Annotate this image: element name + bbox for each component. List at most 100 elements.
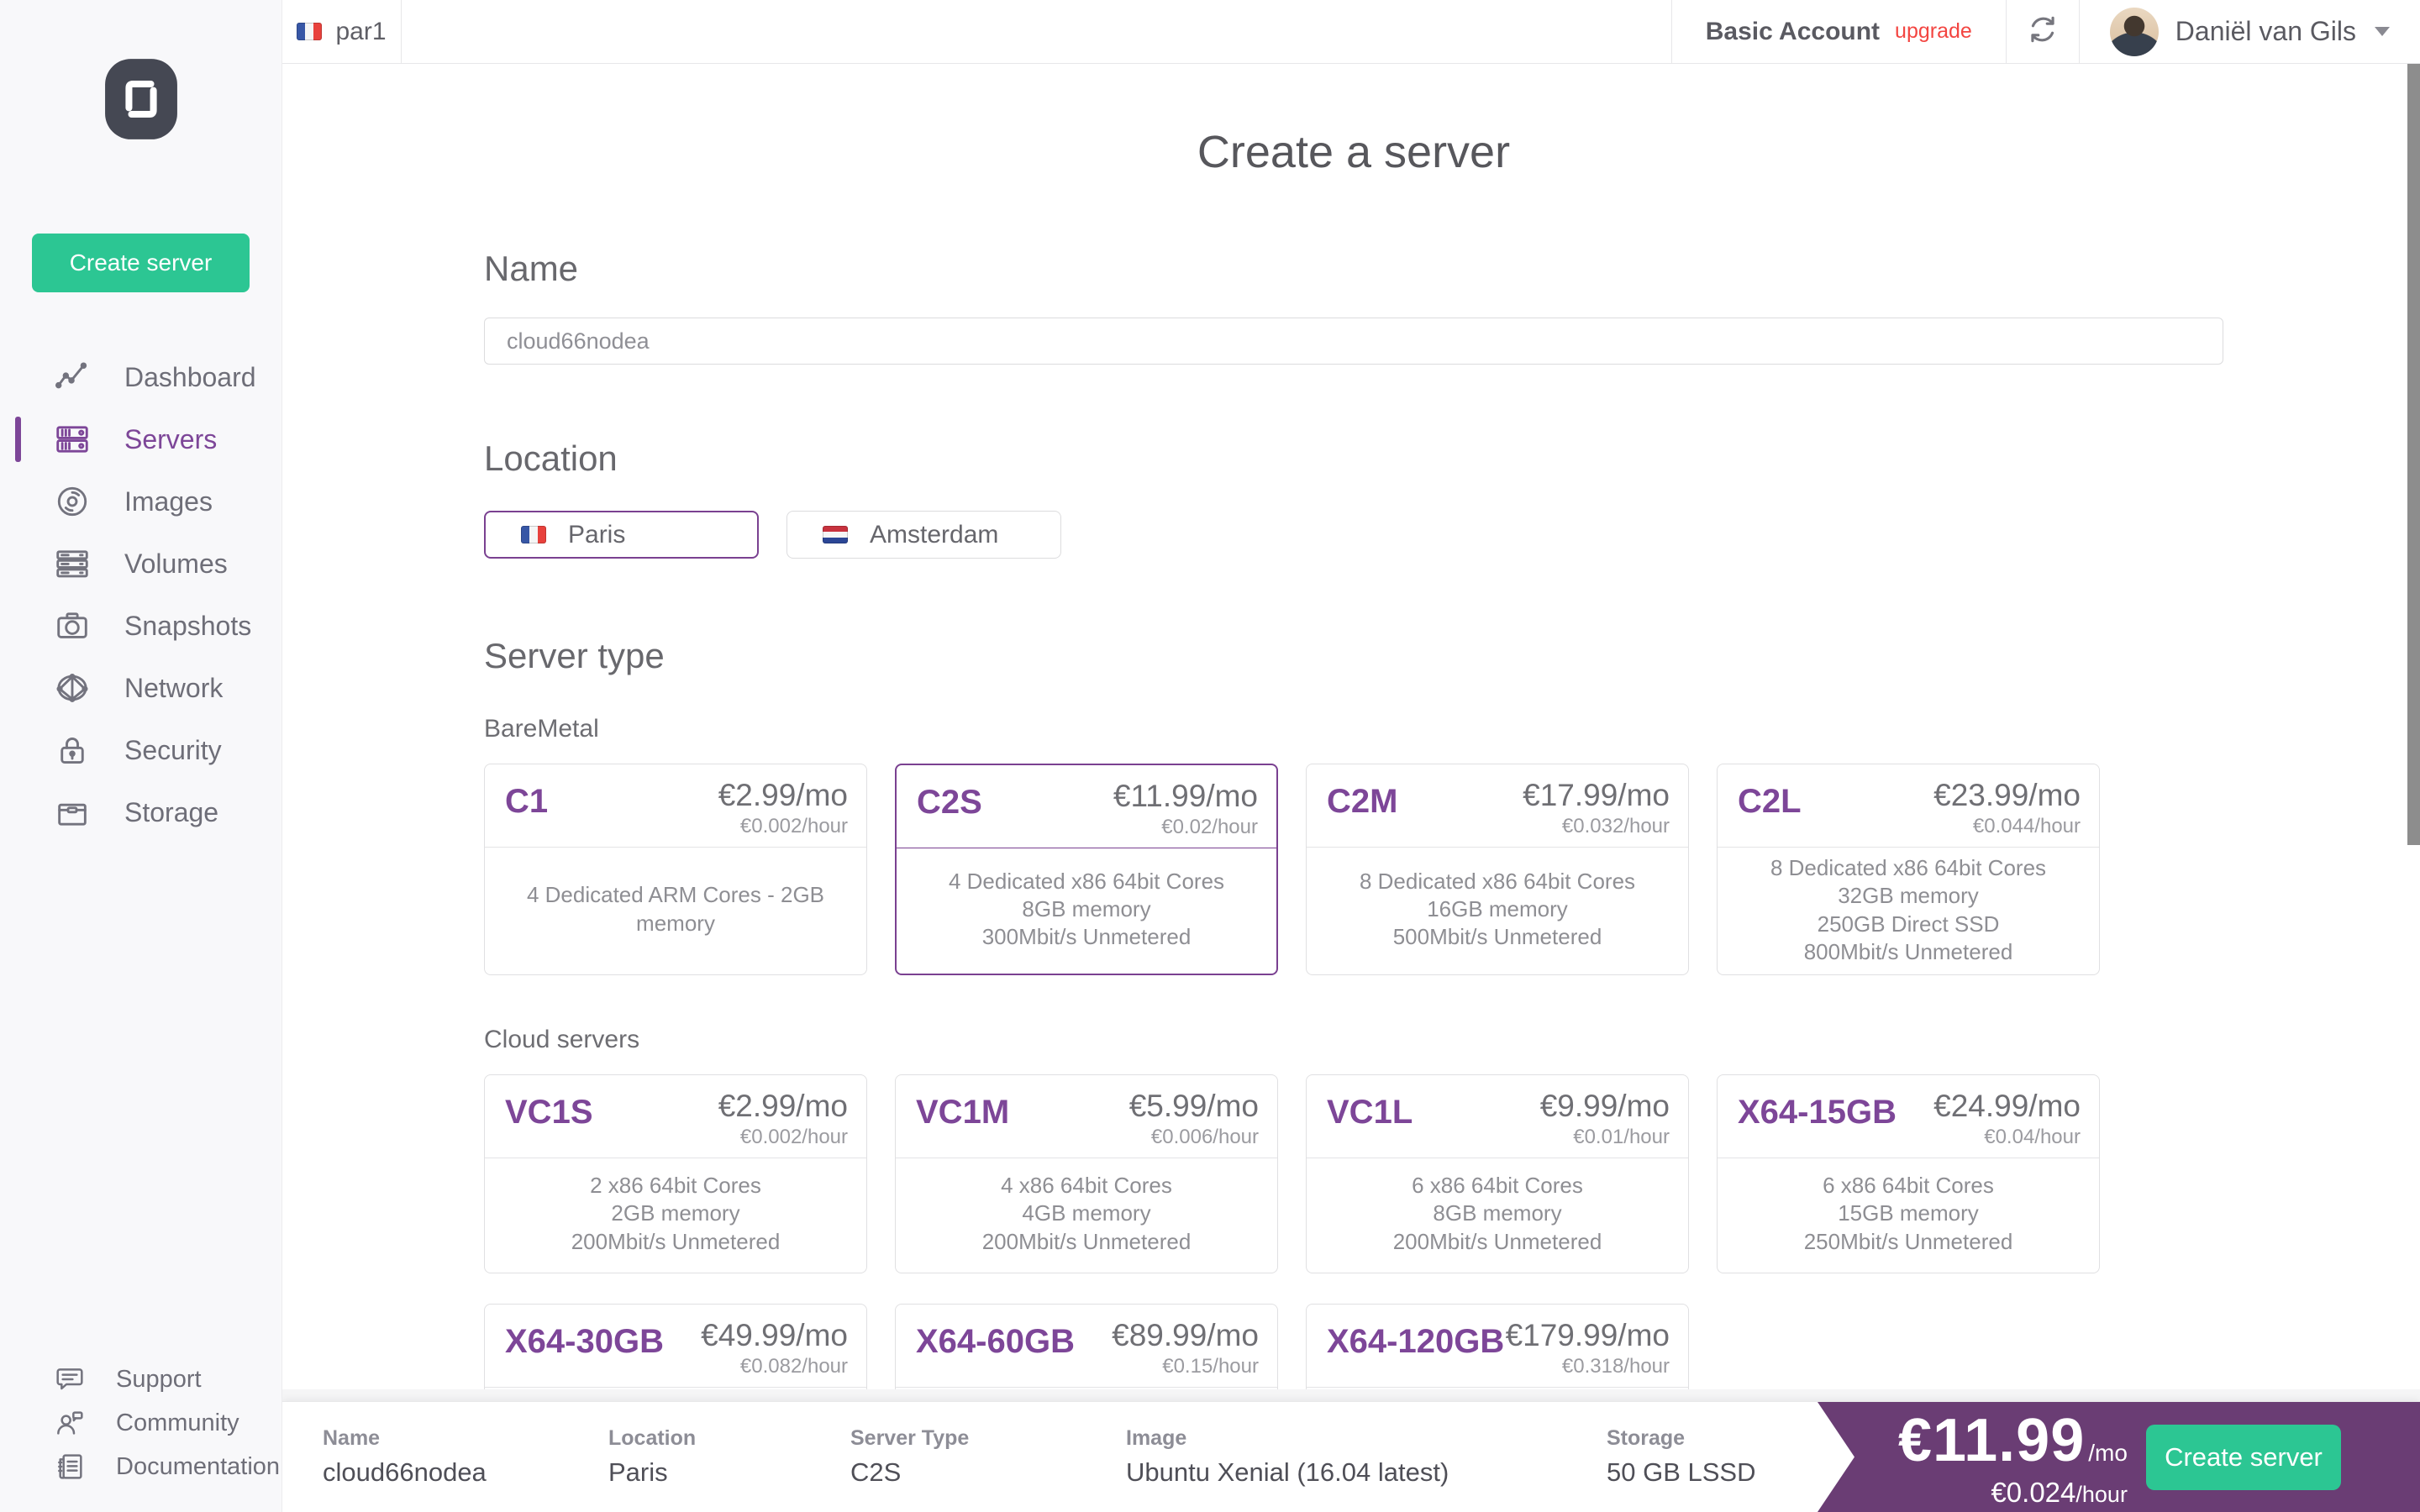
card-spec: 800Mbit/s Unmetered	[1803, 938, 2013, 964]
sidebar-item-security[interactable]: Security	[0, 719, 281, 781]
server-card-c2s[interactable]: C2S €11.99/mo €0.02/hour 4 Dedicated x86…	[895, 764, 1278, 976]
location-option-paris[interactable]: Paris	[484, 511, 759, 559]
card-name: C1	[505, 783, 549, 820]
card-price-monthly: €23.99/mo	[1933, 778, 2081, 812]
card-price-monthly: €2.99/mo	[718, 778, 848, 812]
server-card-vc1s[interactable]: VC1S €2.99/mo €0.002/hour 2 x86 64bit Co…	[484, 1074, 867, 1273]
chat-bubble-icon	[52, 1362, 87, 1397]
server-card-vc1m[interactable]: VC1M €5.99/mo €0.006/hour 4 x86 64bit Co…	[895, 1074, 1278, 1273]
summary-label: Location	[608, 1426, 697, 1450]
location-option-amsterdam[interactable]: Amsterdam	[786, 511, 1061, 559]
avatar	[2109, 7, 2159, 56]
card-price-hourly: €0.044/hour	[1972, 815, 2081, 837]
sidebar-item-support[interactable]: Support	[0, 1357, 281, 1401]
volumes-stack-icon	[52, 543, 92, 584]
sidebar: Create server Dashboard Servers	[0, 0, 282, 1512]
server-name-input[interactable]	[484, 318, 2223, 365]
scaleway-logo-icon	[103, 55, 180, 143]
server-card-c1[interactable]: C1 €2.99/mo €0.002/hour 4 Dedicated ARM …	[484, 764, 867, 976]
card-price-hourly: €0.318/hour	[1561, 1354, 1670, 1378]
create-server-button[interactable]: Create server	[32, 234, 250, 292]
card-name: X64-60GB	[916, 1322, 1075, 1360]
card-price-hourly: €0.002/hour	[739, 815, 848, 837]
group-label-cloud-servers: Cloud servers	[484, 1026, 640, 1054]
card-spec: 200Mbit/s Unmetered	[1392, 1228, 1602, 1254]
card-price-hourly: €0.082/hour	[739, 1354, 848, 1378]
refresh-icon	[2025, 12, 2060, 51]
summary-label: Server Type	[850, 1426, 970, 1450]
france-flag-icon	[297, 23, 323, 40]
price-hourly-suffix: /hour	[2075, 1481, 2128, 1507]
card-price-monthly: €89.99/mo	[1112, 1317, 1259, 1352]
server-card-x64-15gb[interactable]: X64-15GB €24.99/mo €0.04/hour 6 x86 64bi…	[1717, 1074, 2100, 1273]
dashboard-chart-icon	[52, 357, 92, 397]
server-card-c2l[interactable]: C2L €23.99/mo €0.044/hour 8 Dedicated x8…	[1717, 764, 2100, 976]
refresh-button[interactable]	[2005, 0, 2080, 63]
price-period: /mo	[2088, 1439, 2128, 1466]
price-summary: €11.99 /mo €0.024/hour	[1898, 1406, 2128, 1509]
summary-name: Name cloud66nodea	[323, 1426, 608, 1488]
sidebar-item-label: Security	[124, 734, 222, 765]
france-flag-icon	[521, 526, 546, 543]
card-spec: 500Mbit/s Unmetered	[1392, 924, 1602, 950]
sidebar-item-servers[interactable]: Servers	[0, 408, 281, 470]
card-price-monthly: €9.99/mo	[1539, 1089, 1670, 1124]
sidebar-item-volumes[interactable]: Volumes	[0, 533, 281, 595]
sidebar-item-label: Support	[116, 1365, 202, 1393]
card-spec: 4 x86 64bit Cores	[1001, 1173, 1172, 1199]
scrollbar-thumb[interactable]	[2407, 64, 2420, 845]
card-spec: 4GB memory	[1022, 1200, 1151, 1226]
sidebar-item-storage[interactable]: Storage	[0, 781, 281, 843]
region-tab-label: par1	[335, 17, 387, 45]
card-spec: 8GB memory	[1433, 1200, 1562, 1226]
card-name: C2M	[1327, 783, 1398, 820]
card-name: VC1M	[916, 1094, 1010, 1131]
user-name: Daniël van Gils	[2175, 16, 2356, 46]
server-type-heading: Server type	[484, 636, 665, 675]
person-chat-icon	[52, 1405, 87, 1441]
topbar-spacer	[402, 0, 1671, 63]
card-spec: 250Mbit/s Unmetered	[1803, 1228, 2013, 1254]
card-name: VC1S	[505, 1094, 593, 1131]
card-price-hourly: €0.04/hour	[1984, 1126, 2081, 1149]
location-options: Paris Amsterdam	[484, 511, 2223, 559]
summary-footer: Name cloud66nodea Location Paris Server …	[282, 1401, 2420, 1512]
create-server-submit-button[interactable]: Create server	[2146, 1424, 2341, 1490]
sidebar-item-images[interactable]: Images	[0, 470, 281, 533]
card-price-hourly: €0.02/hour	[1161, 816, 1258, 838]
sidebar-item-documentation[interactable]: Documentation	[0, 1445, 281, 1488]
location-option-label: Amsterdam	[870, 520, 999, 549]
chevron-down-icon	[2375, 27, 2390, 36]
summary-server-type: Server Type C2S	[850, 1426, 1126, 1488]
card-spec: 8GB memory	[1022, 895, 1151, 921]
sidebar-item-label: Dashboard	[124, 361, 256, 392]
sidebar-item-label: Storage	[124, 796, 219, 827]
upgrade-link[interactable]: upgrade	[1895, 19, 1972, 43]
card-price-monthly: €11.99/mo	[1113, 779, 1258, 813]
card-spec: 250GB Direct SSD	[1817, 911, 2000, 937]
sidebar-item-label: Snapshots	[124, 610, 252, 641]
card-spec: 2GB memory	[611, 1200, 740, 1226]
region-tab-par1[interactable]: par1	[282, 0, 402, 63]
summary-value: Paris	[608, 1457, 668, 1487]
server-card-c2m[interactable]: C2M €17.99/mo €0.032/hour 8 Dedicated x8…	[1306, 764, 1689, 976]
sidebar-item-community[interactable]: Community	[0, 1401, 281, 1445]
main-content: Create a server Name Location Paris Amst…	[282, 64, 2420, 1512]
card-spec: 4 Dedicated x86 64bit Cores	[948, 868, 1225, 894]
page-title: Create a server	[1197, 127, 1511, 177]
price-hourly: €0.024	[1991, 1476, 2076, 1508]
card-price-hourly: €0.01/hour	[1573, 1126, 1670, 1149]
sidebar-item-dashboard[interactable]: Dashboard	[0, 346, 281, 408]
server-card-vc1l[interactable]: VC1L €9.99/mo €0.01/hour 6 x86 64bit Cor…	[1306, 1074, 1689, 1273]
card-price-monthly: €2.99/mo	[718, 1089, 848, 1124]
sidebar-item-snapshots[interactable]: Snapshots	[0, 595, 281, 657]
sidebar-item-label: Servers	[124, 423, 218, 454]
topbar: par1 Basic Account upgrade Daniël van Gi…	[282, 0, 2420, 64]
sidebar-nav: Dashboard Servers Images	[0, 346, 281, 843]
card-price-monthly: €17.99/mo	[1523, 778, 1670, 812]
sidebar-item-network[interactable]: Network	[0, 657, 281, 719]
summary-value: C2S	[850, 1457, 902, 1487]
sidebar-item-label: Network	[124, 672, 224, 703]
card-spec: 16GB memory	[1427, 895, 1568, 921]
user-menu[interactable]: Daniël van Gils	[2080, 0, 2420, 63]
